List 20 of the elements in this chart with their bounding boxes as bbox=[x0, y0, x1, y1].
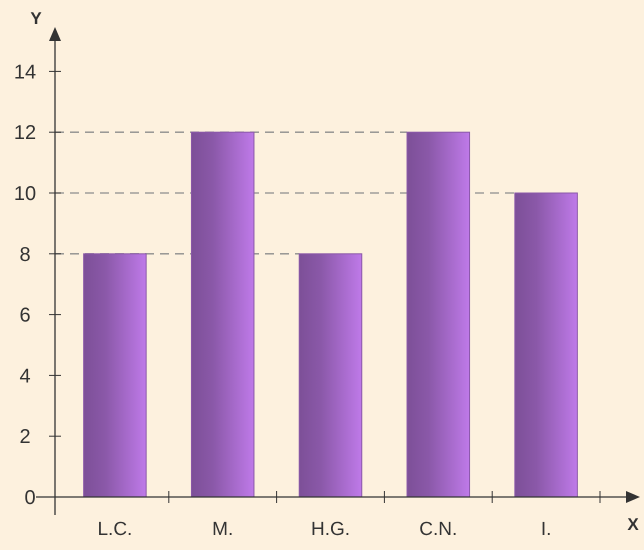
bar bbox=[406, 132, 470, 498]
bar bbox=[83, 253, 147, 498]
y-tick-label: 12 bbox=[14, 122, 36, 144]
x-tick-label: I. bbox=[540, 519, 552, 540]
y-axis-title: Y bbox=[30, 9, 42, 28]
x-tick-label: H.G. bbox=[310, 519, 350, 540]
y-tick-label: 6 bbox=[19, 304, 31, 327]
y-tick-label: 0 bbox=[24, 487, 36, 509]
y-tick-label: 2 bbox=[19, 426, 31, 448]
x-tick-label: C.N. bbox=[419, 519, 458, 540]
bar bbox=[190, 132, 254, 498]
y-tick-label: 14 bbox=[14, 61, 36, 84]
bar bbox=[298, 253, 362, 498]
y-tick-label: 4 bbox=[19, 365, 31, 388]
y-tick-label: 10 bbox=[14, 183, 36, 205]
bar bbox=[514, 192, 578, 498]
x-tick-label: L.C. bbox=[97, 519, 132, 540]
x-tick-label: M. bbox=[212, 519, 234, 540]
x-axis-title: X bbox=[627, 515, 640, 534]
y-tick-label: 8 bbox=[19, 244, 31, 266]
